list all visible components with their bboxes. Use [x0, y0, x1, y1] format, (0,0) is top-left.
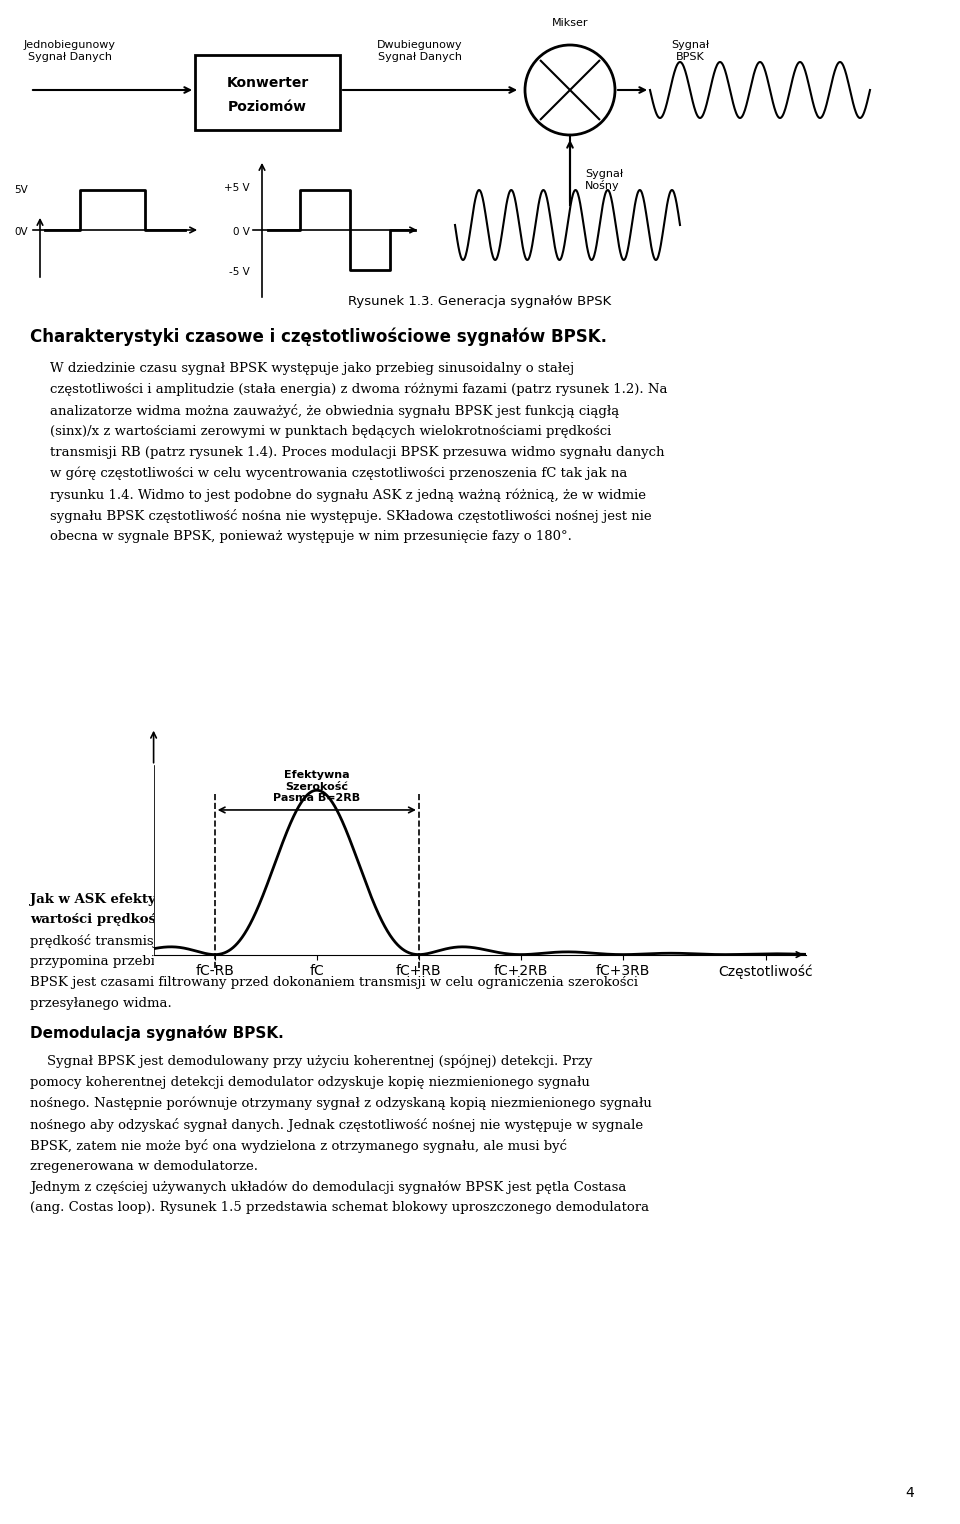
Text: zregenerowana w demodulatorze.: zregenerowana w demodulatorze. [30, 1160, 258, 1173]
Text: Jednobiegunowy
Sygnał Danych: Jednobiegunowy Sygnał Danych [24, 40, 116, 61]
Text: Demodulacja sygnałów BPSK.: Demodulacja sygnałów BPSK. [30, 1026, 284, 1041]
Text: prędkość transmisji zmniejsza się widmo zawęża się i w ostateczności swym kształ: prędkość transmisji zmniejsza się widmo … [30, 934, 610, 948]
Text: przesyłanego widma.: przesyłanego widma. [30, 997, 172, 1010]
Text: (sinx)/x z wartościami zerowymi w punktach będących wielokrotnościami prędkości: (sinx)/x z wartościami zerowymi w punkta… [50, 425, 612, 437]
Text: -5 V: -5 V [229, 267, 250, 277]
Text: nośnego aby odzyskać sygnał danych. Jednak częstotliwość nośnej nie występuje w : nośnego aby odzyskać sygnał danych. Jedn… [30, 1119, 643, 1132]
Text: rysunku 1.4. Widmo to jest podobne do sygnału ASK z jedną ważną różnicą, że w wi: rysunku 1.4. Widmo to jest podobne do sy… [50, 488, 646, 501]
Text: transmisji RB (patrz rysunek 1.4). Proces modulacji BPSK przesuwa widmo sygnału : transmisji RB (patrz rysunek 1.4). Proce… [50, 447, 664, 459]
Text: w górę częstotliwości w celu wycentrowania częstotliwości przenoszenia fC tak ja: w górę częstotliwości w celu wycentrowan… [50, 466, 628, 480]
Text: Poziomów: Poziomów [228, 101, 307, 114]
Text: nośnego. Następnie porównuje otrzymany sygnał z odzyskaną kopią niezmienionego s: nośnego. Następnie porównuje otrzymany s… [30, 1097, 652, 1111]
Text: przypomina przebieg sinusoidalny. Kiedy używa się dużych prędkości transmisji sy: przypomina przebieg sinusoidalny. Kiedy … [30, 956, 612, 968]
Text: +5 V: +5 V [225, 183, 250, 194]
Text: częstotliwości i amplitudzie (stała energia) z dwoma różnymi fazami (patrz rysun: częstotliwości i amplitudzie (stała ener… [50, 383, 667, 396]
Text: pomocy koherentnej detekcji demodulator odzyskuje kopię niezmienionego sygnału: pomocy koherentnej detekcji demodulator … [30, 1076, 589, 1090]
FancyBboxPatch shape [195, 55, 340, 130]
Text: Charakterystyki czasowe i częstotliwościowe sygnałów BPSK.: Charakterystyki czasowe i częstotliwości… [30, 328, 607, 346]
Text: BPSK jest czasami filtrowany przed dokonaniem transmisji w celu ograniczenia sze: BPSK jest czasami filtrowany przed dokon… [30, 975, 638, 989]
Text: Rysunek 1.3. Generacja sygnałów BPSK: Rysunek 1.3. Generacja sygnałów BPSK [348, 296, 612, 308]
Text: Dwubiegunowy
Sygnał Danych: Dwubiegunowy Sygnał Danych [377, 40, 463, 61]
Text: Konwerter: Konwerter [227, 76, 308, 90]
Text: Sygnał BPSK jest demodulowany przy użyciu koherentnej (spójnej) detekcji. Przy: Sygnał BPSK jest demodulowany przy użyci… [30, 1055, 592, 1068]
Text: Sygnał
Nośny: Sygnał Nośny [585, 169, 623, 192]
Text: analizatorze widma można zauważyć, że obwiednia sygnału BPSK jest funkcją ciągłą: analizatorze widma można zauważyć, że ob… [50, 404, 619, 418]
Text: Rysunek 1.4. Typowe widmo sygnału BPSK: Rysunek 1.4. Typowe widmo sygnału BPSK [339, 863, 621, 875]
Text: BPSK, zatem nie może być ona wydzielona z otrzymanego sygnału, ale musi być: BPSK, zatem nie może być ona wydzielona … [30, 1138, 567, 1154]
Text: obecna w sygnale BPSK, ponieważ występuje w nim przesunięcie fazy o 180°.: obecna w sygnale BPSK, ponieważ występuj… [50, 530, 572, 543]
Text: 5V: 5V [14, 184, 28, 195]
Text: (ang. ⁣Costas loop⁣). Rysunek 1.5 przedstawia schemat blokowy uproszczonego demo: (ang. ⁣Costas loop⁣). Rysunek 1.5 przeds… [30, 1201, 649, 1215]
Text: Sygnał
BPSK: Sygnał BPSK [671, 40, 709, 61]
Text: wartości prędkości transmisji sygnału danych w paśmie podstawowym.: wartości prędkości transmisji sygnału da… [30, 913, 552, 927]
Text: Mikser: Mikser [552, 18, 588, 27]
Text: W dziedzinie czasu sygnał BPSK występuje jako przebieg sinusoidalny o stałej: W dziedzinie czasu sygnał BPSK występuje… [50, 363, 574, 375]
Text: W momencie gdy: W momencie gdy [312, 913, 431, 927]
Text: 0V: 0V [14, 227, 28, 238]
Text: Jednym z częściej używanych układów do demodulacji sygnałów BPSK jest pętla Cost: Jednym z częściej używanych układów do d… [30, 1180, 626, 1193]
Text: 4: 4 [905, 1486, 914, 1500]
Text: Efektywna
Szerokość
Pasma B=2RB: Efektywna Szerokość Pasma B=2RB [274, 770, 360, 803]
Text: Jak w ASK efektywna szerokość pasma sygnału BPSK jest w przybliżeniu równa podwó: Jak w ASK efektywna szerokość pasma sygn… [30, 892, 695, 905]
Text: 0 V: 0 V [233, 227, 250, 238]
Text: sygnału BPSK częstotliwość nośna nie występuje. SKładowa częstotliwości nośnej j: sygnału BPSK częstotliwość nośna nie wys… [50, 509, 652, 523]
